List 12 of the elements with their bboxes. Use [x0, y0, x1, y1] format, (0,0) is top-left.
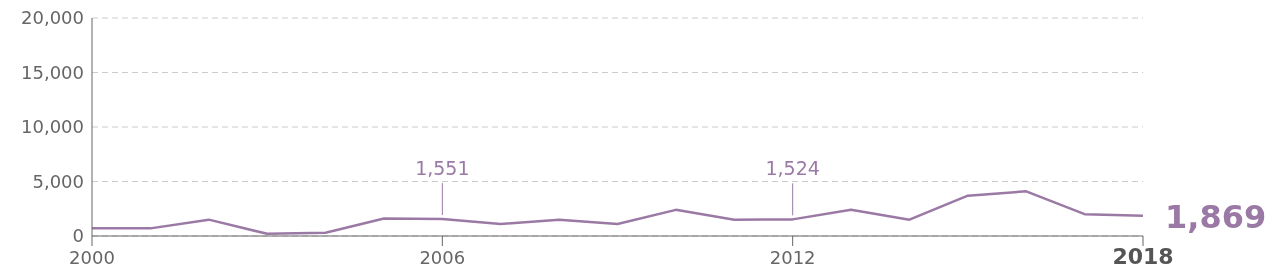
x-tick-label: 2006 [419, 247, 466, 268]
y-tick-label: 10,000 [21, 116, 84, 138]
y-tick-label: 20,000 [21, 7, 84, 29]
annotation: 1,869 [1165, 197, 1267, 236]
x-tick-label: 2018 [1112, 244, 1174, 269]
annotation: 1,524 [765, 157, 820, 180]
x-tick-label: 2000 [69, 247, 115, 268]
annotation: 1,551 [415, 157, 470, 180]
y-tick-label: 0 [72, 225, 84, 247]
x-tick-label: 2012 [769, 247, 816, 268]
y-tick-label: 5,000 [32, 170, 84, 192]
y-tick-label: 15,000 [21, 61, 84, 83]
